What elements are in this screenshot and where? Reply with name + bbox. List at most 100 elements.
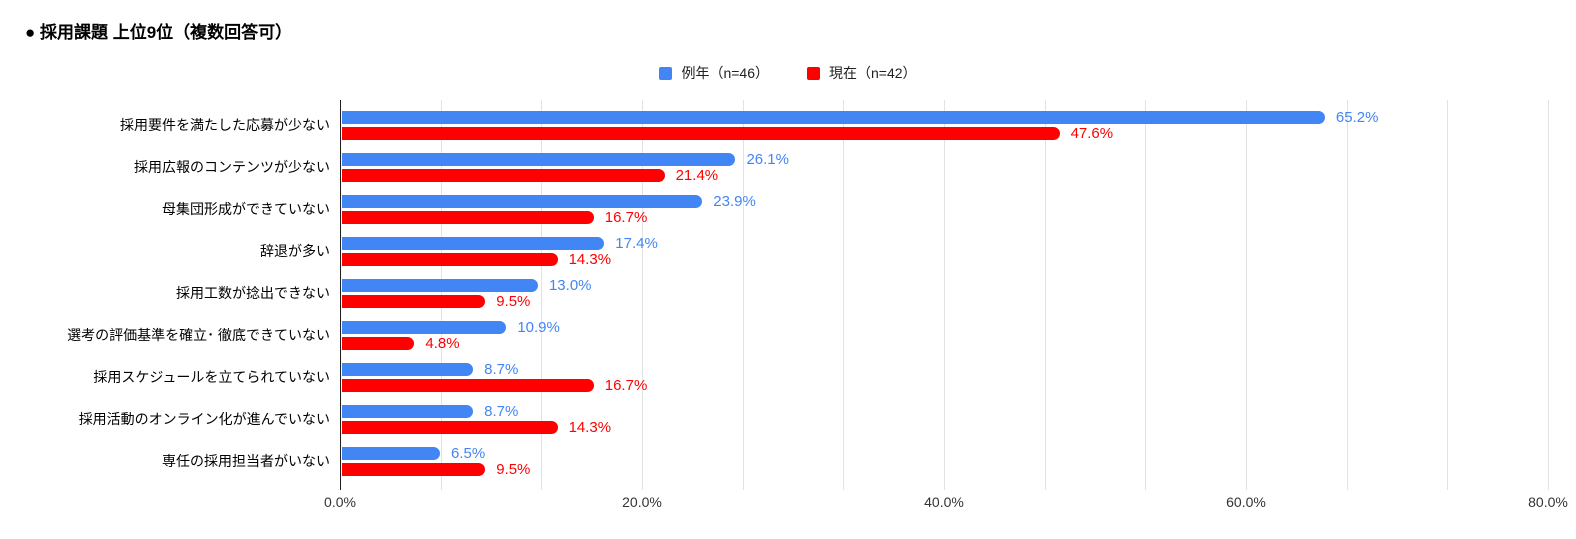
bar-group: 65.2% 47.6%	[342, 108, 1548, 142]
gridline	[1246, 100, 1247, 490]
bar-value-label: 21.4%	[675, 166, 719, 184]
legend: 例年（n=46） 現在（n=42）	[0, 63, 1576, 83]
category-label: 選考の評価基準を確立･ 徹底できていない	[67, 327, 330, 343]
chart-row: 母集団形成ができていない 23.9% 16.7%	[0, 188, 1548, 230]
category-label: 専任の採用担当者がいない	[162, 453, 330, 469]
category-label: 採用スケジュールを立てられていない	[93, 369, 330, 385]
legend-item-1: 現在（n=42）	[807, 63, 917, 83]
gridline	[1447, 100, 1449, 490]
bar-usual-year	[342, 194, 703, 208]
bar-current	[342, 294, 486, 308]
bar-current	[342, 420, 558, 434]
bar-usual-year	[342, 236, 605, 250]
bar-line: 21.4%	[342, 166, 1548, 184]
bar-line: 47.6%	[342, 124, 1548, 142]
x-axis-tick-label: 40.0%	[924, 494, 964, 510]
chart-row: 選考の評価基準を確立･ 徹底できていない 10.9% 4.8%	[0, 314, 1548, 356]
bar-value-label: 14.3%	[568, 250, 612, 268]
bar-line: 4.8%	[342, 335, 1548, 352]
chart-row: 辞退が多い 17.4% 14.3%	[0, 230, 1548, 272]
gridline	[1346, 100, 1348, 490]
bar-current	[342, 378, 594, 392]
bar-value-label: 9.5%	[496, 292, 531, 310]
gridline	[642, 100, 643, 490]
bar-group: 10.9% 4.8%	[342, 318, 1548, 352]
bar-group: 26.1% 21.4%	[342, 150, 1548, 184]
bar-line: 14.3%	[342, 418, 1548, 436]
chart-row: 専任の採用担当者がいない 6.5% 9.5%	[0, 440, 1548, 482]
chart-title: ● 採用課題 上位9位（複数回答可）	[25, 23, 293, 42]
chart-row: 採用広報のコンテンツが少ない 26.1% 21.4%	[0, 146, 1548, 188]
bar-value-label: 16.7%	[604, 208, 648, 226]
bar-value-label: 9.5%	[496, 460, 531, 478]
bar-line: 9.5%	[342, 292, 1548, 310]
chart-row: 採用工数が捻出できない 13.0% 9.5%	[0, 272, 1548, 314]
bar-value-label: 6.5%	[450, 444, 486, 462]
bar-current	[342, 462, 486, 476]
category-label: 採用活動のオンライン化が進んでいない	[78, 411, 330, 427]
bar-usual-year	[342, 446, 440, 460]
bar-current	[342, 126, 1060, 140]
gridline	[1145, 100, 1147, 490]
legend-swatch-icon	[659, 66, 673, 80]
bar-group: 17.4% 14.3%	[342, 234, 1548, 268]
bar-current	[342, 210, 594, 224]
chart-row: 採用活動のオンライン化が進んでいない 8.7% 14.3%	[0, 398, 1548, 440]
x-axis-tick-label: 20.0%	[622, 494, 662, 510]
bar-line: 23.9%	[342, 192, 1548, 210]
bar-value-label: 17.4%	[615, 234, 658, 252]
bar-value-label: 65.2%	[1335, 108, 1379, 126]
bar-value-label: 13.0%	[548, 276, 592, 294]
bar-line: 6.5%	[342, 444, 1548, 462]
x-axis-tick-label: 80.0%	[1528, 494, 1568, 510]
bar-group: 8.7% 14.3%	[342, 402, 1548, 436]
bar-rows: 採用要件を満たした応募が少ない 65.2% 47.6% 採用広報のコンテンツが少ない 2…	[0, 104, 1548, 482]
bar-value-label: 23.9%	[713, 192, 756, 210]
bar-usual-year	[342, 278, 538, 292]
bar-usual-year	[342, 320, 507, 334]
category-label: 辞退が多い	[260, 243, 330, 259]
bar-line: 16.7%	[342, 377, 1548, 394]
bar-line: 10.9%	[342, 318, 1548, 336]
bar-value-label: 14.3%	[568, 418, 612, 436]
bar-line: 26.1%	[342, 150, 1548, 168]
bar-value-label: 8.7%	[484, 402, 519, 420]
category-label: 採用工数が捻出できない	[176, 285, 330, 301]
gridline	[1044, 100, 1046, 490]
bar-line: 8.7%	[342, 402, 1548, 420]
gridline	[843, 100, 845, 490]
bar-usual-year	[342, 110, 1325, 124]
bar-line: 13.0%	[342, 276, 1548, 294]
category-label: 採用要件を満たした応募が少ない	[120, 117, 330, 133]
bar-current	[342, 336, 415, 350]
bar-value-label: 8.7%	[484, 360, 519, 378]
bar-line: 8.7%	[342, 360, 1548, 378]
x-axis-tick-label: 60.0%	[1226, 494, 1266, 510]
bar-usual-year	[342, 362, 474, 376]
bar-group: 23.9% 16.7%	[342, 192, 1548, 226]
bar-usual-year	[342, 404, 474, 418]
gridline	[541, 100, 543, 490]
bar-line: 65.2%	[342, 108, 1548, 126]
gridline	[742, 100, 744, 490]
chart-row: 採用要件を満たした応募が少ない 65.2% 47.6%	[0, 104, 1548, 146]
bar-current	[342, 168, 665, 182]
bar-group: 8.7% 16.7%	[342, 360, 1548, 394]
bar-group: 6.5% 9.5%	[342, 444, 1548, 478]
y-axis-line	[340, 100, 341, 490]
gridline	[944, 100, 945, 490]
bar-usual-year	[342, 152, 736, 166]
bar-line: 9.5%	[342, 460, 1548, 478]
x-axis: 0.0% 20.0% 40.0% 60.0% 80.0%	[324, 494, 1568, 514]
legend-item-0: 例年（n=46）	[659, 63, 769, 83]
category-label: 母集団形成ができていない	[162, 201, 330, 217]
bar-group: 13.0% 9.5%	[342, 276, 1548, 310]
bar-value-label: 47.6%	[1070, 124, 1114, 142]
x-axis-tick-label: 0.0%	[324, 494, 356, 510]
legend-swatch-icon	[807, 66, 820, 80]
legend-label: 現在（n=42）	[829, 65, 917, 81]
bar-value-label: 10.9%	[517, 318, 560, 336]
gridline	[1548, 100, 1549, 490]
bar-value-label: 26.1%	[746, 150, 789, 168]
bar-line: 14.3%	[342, 250, 1548, 268]
